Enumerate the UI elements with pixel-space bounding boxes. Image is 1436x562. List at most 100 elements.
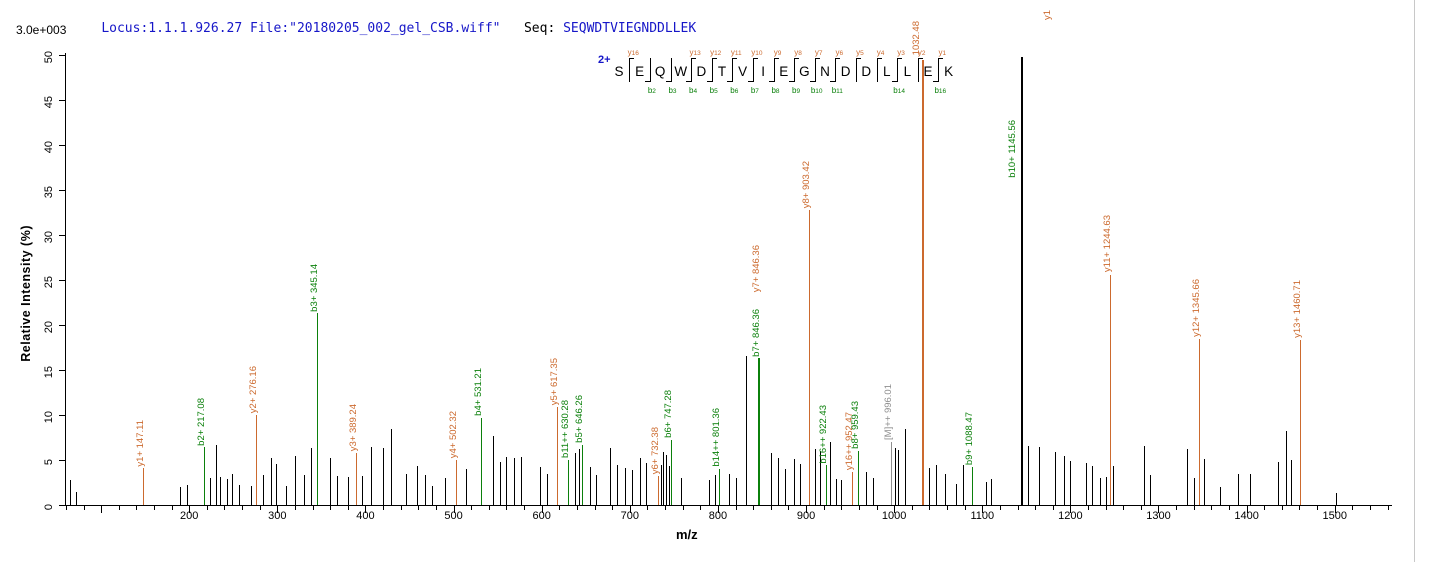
cleavage-mark (897, 58, 899, 82)
x-minor-tick (682, 506, 684, 510)
x-major-tick (982, 506, 984, 513)
spectrum-peak (1220, 487, 1222, 505)
cleavage-mark-y-arm (752, 58, 758, 59)
fragment-peak-y4 (455, 460, 457, 505)
x-minor-tick (1211, 506, 1213, 510)
cleavage-mark-y-arm (897, 58, 903, 59)
fragment-peak-y6 (658, 476, 660, 505)
cleavage-mark-y-arm (814, 58, 820, 59)
spectrum-peak (814, 449, 816, 505)
cleavage-mark (629, 58, 631, 82)
spectrum-peak (493, 435, 495, 505)
spectrum-peak (784, 469, 786, 505)
cleavage-mark (670, 58, 672, 82)
y-ion-label: y16 (627, 48, 639, 57)
spectrum-peak (513, 458, 515, 505)
y-tick (59, 370, 65, 371)
spectrum-peak (1204, 459, 1206, 505)
fragment-peak-b7 (757, 358, 760, 505)
y-tick-label: 0 (43, 503, 55, 510)
spectrum-peak (1237, 474, 1239, 505)
y-axis (65, 53, 66, 506)
spectrum-peak (250, 486, 252, 505)
y-tick (59, 235, 65, 236)
spectrum-peak (180, 487, 182, 505)
x-minor-tick (559, 506, 561, 510)
spectrum-peak (361, 476, 363, 505)
cleavage-mark-b-arm (727, 81, 733, 82)
peak-label-y6: y6+ 732.38 (650, 426, 662, 475)
x-minor-tick (1105, 506, 1107, 510)
spectrum-peak (70, 479, 72, 505)
peak-label-b2: b2+ 217.08 (196, 397, 208, 446)
peak-label-b14: b14++ 801.36 (711, 408, 723, 467)
spectrum-peak (76, 492, 78, 505)
cleavage-mark (711, 58, 713, 82)
cleavage-mark-y-arm (691, 58, 697, 59)
spectrum-peak (310, 448, 312, 505)
y-ion-label: y11 (730, 48, 742, 57)
y-tick-label: 10 (43, 410, 55, 423)
b-ion-label: b16 (934, 86, 947, 95)
spectrum-peak (1290, 460, 1292, 505)
spectrum-peak (820, 451, 822, 505)
sequence-residue: E (779, 64, 789, 79)
cleavage-mark-b-arm (768, 81, 774, 82)
spectrum-peak (590, 467, 592, 505)
cleavage-mark-y-arm (835, 58, 841, 59)
sequence-residue: G (799, 64, 810, 79)
cleavage-mark (794, 58, 796, 82)
spectrum-peak (383, 448, 385, 505)
cleavage-mark-y-arm (876, 58, 882, 59)
x-minor-tick (435, 506, 437, 510)
y-tick-label: 30 (43, 230, 55, 243)
fragment-peak-y1 (142, 468, 144, 505)
spectrum-peak (520, 457, 522, 505)
y-tick (59, 505, 65, 506)
x-major-tick (629, 506, 631, 513)
peak-label-b10: b10+ 1145.56 (1007, 120, 1019, 178)
peak-label-y5: y5+ 617.35 (548, 357, 560, 405)
spectrum-peak (303, 475, 305, 505)
spectrum-peak (391, 429, 393, 505)
x-minor-tick (206, 506, 208, 510)
window-right-edge (1414, 0, 1415, 562)
peak-label-y1: y1+ 147.11 (134, 419, 146, 467)
spectrum-peak (873, 478, 874, 505)
y-tick-label: 50 (43, 50, 55, 63)
spectrum-peak (578, 449, 580, 505)
y-ion-label: y9 (773, 48, 782, 57)
fragment-peak-b3 (317, 313, 319, 505)
b-ion-label: b2 (647, 86, 656, 95)
cleavage-mark-y-arm (629, 58, 635, 59)
peak-label-y4: y4+ 502.32 (447, 410, 459, 458)
spectrum-peak (1143, 445, 1145, 505)
spectrum-peak (841, 479, 843, 505)
x-minor-tick (153, 506, 155, 510)
spectrum-peak (835, 478, 837, 505)
b-ion-label: b5 (709, 86, 718, 95)
x-minor-tick (964, 506, 966, 510)
spectrum-peak (370, 447, 372, 505)
y-tick-label: 45 (43, 95, 55, 108)
spectrum-peak (663, 451, 665, 505)
spectrum-peak (1064, 455, 1066, 505)
b-ion-label: b7 (750, 86, 759, 95)
cleavage-mark-b-arm (789, 81, 795, 82)
spectrum-peak (715, 475, 717, 505)
x-tick-label: 600 (532, 510, 551, 522)
spectrum-peak (904, 428, 906, 505)
y-tick (59, 280, 65, 281)
y-ion-label: y4 (876, 48, 885, 57)
x-minor-tick (400, 506, 402, 510)
x-minor-tick (294, 506, 296, 510)
x-axis (65, 505, 1392, 506)
x-minor-tick (1052, 506, 1054, 510)
spectrum-peak (500, 461, 502, 505)
x-tick-label: 900 (796, 510, 816, 522)
peak-label-b6: b6+ 747.28 (663, 390, 675, 439)
spectrum-peak (220, 477, 222, 505)
sequence-residue: D (840, 64, 851, 79)
y-ion-label: y5 (856, 48, 864, 57)
x-minor-tick (665, 506, 667, 510)
